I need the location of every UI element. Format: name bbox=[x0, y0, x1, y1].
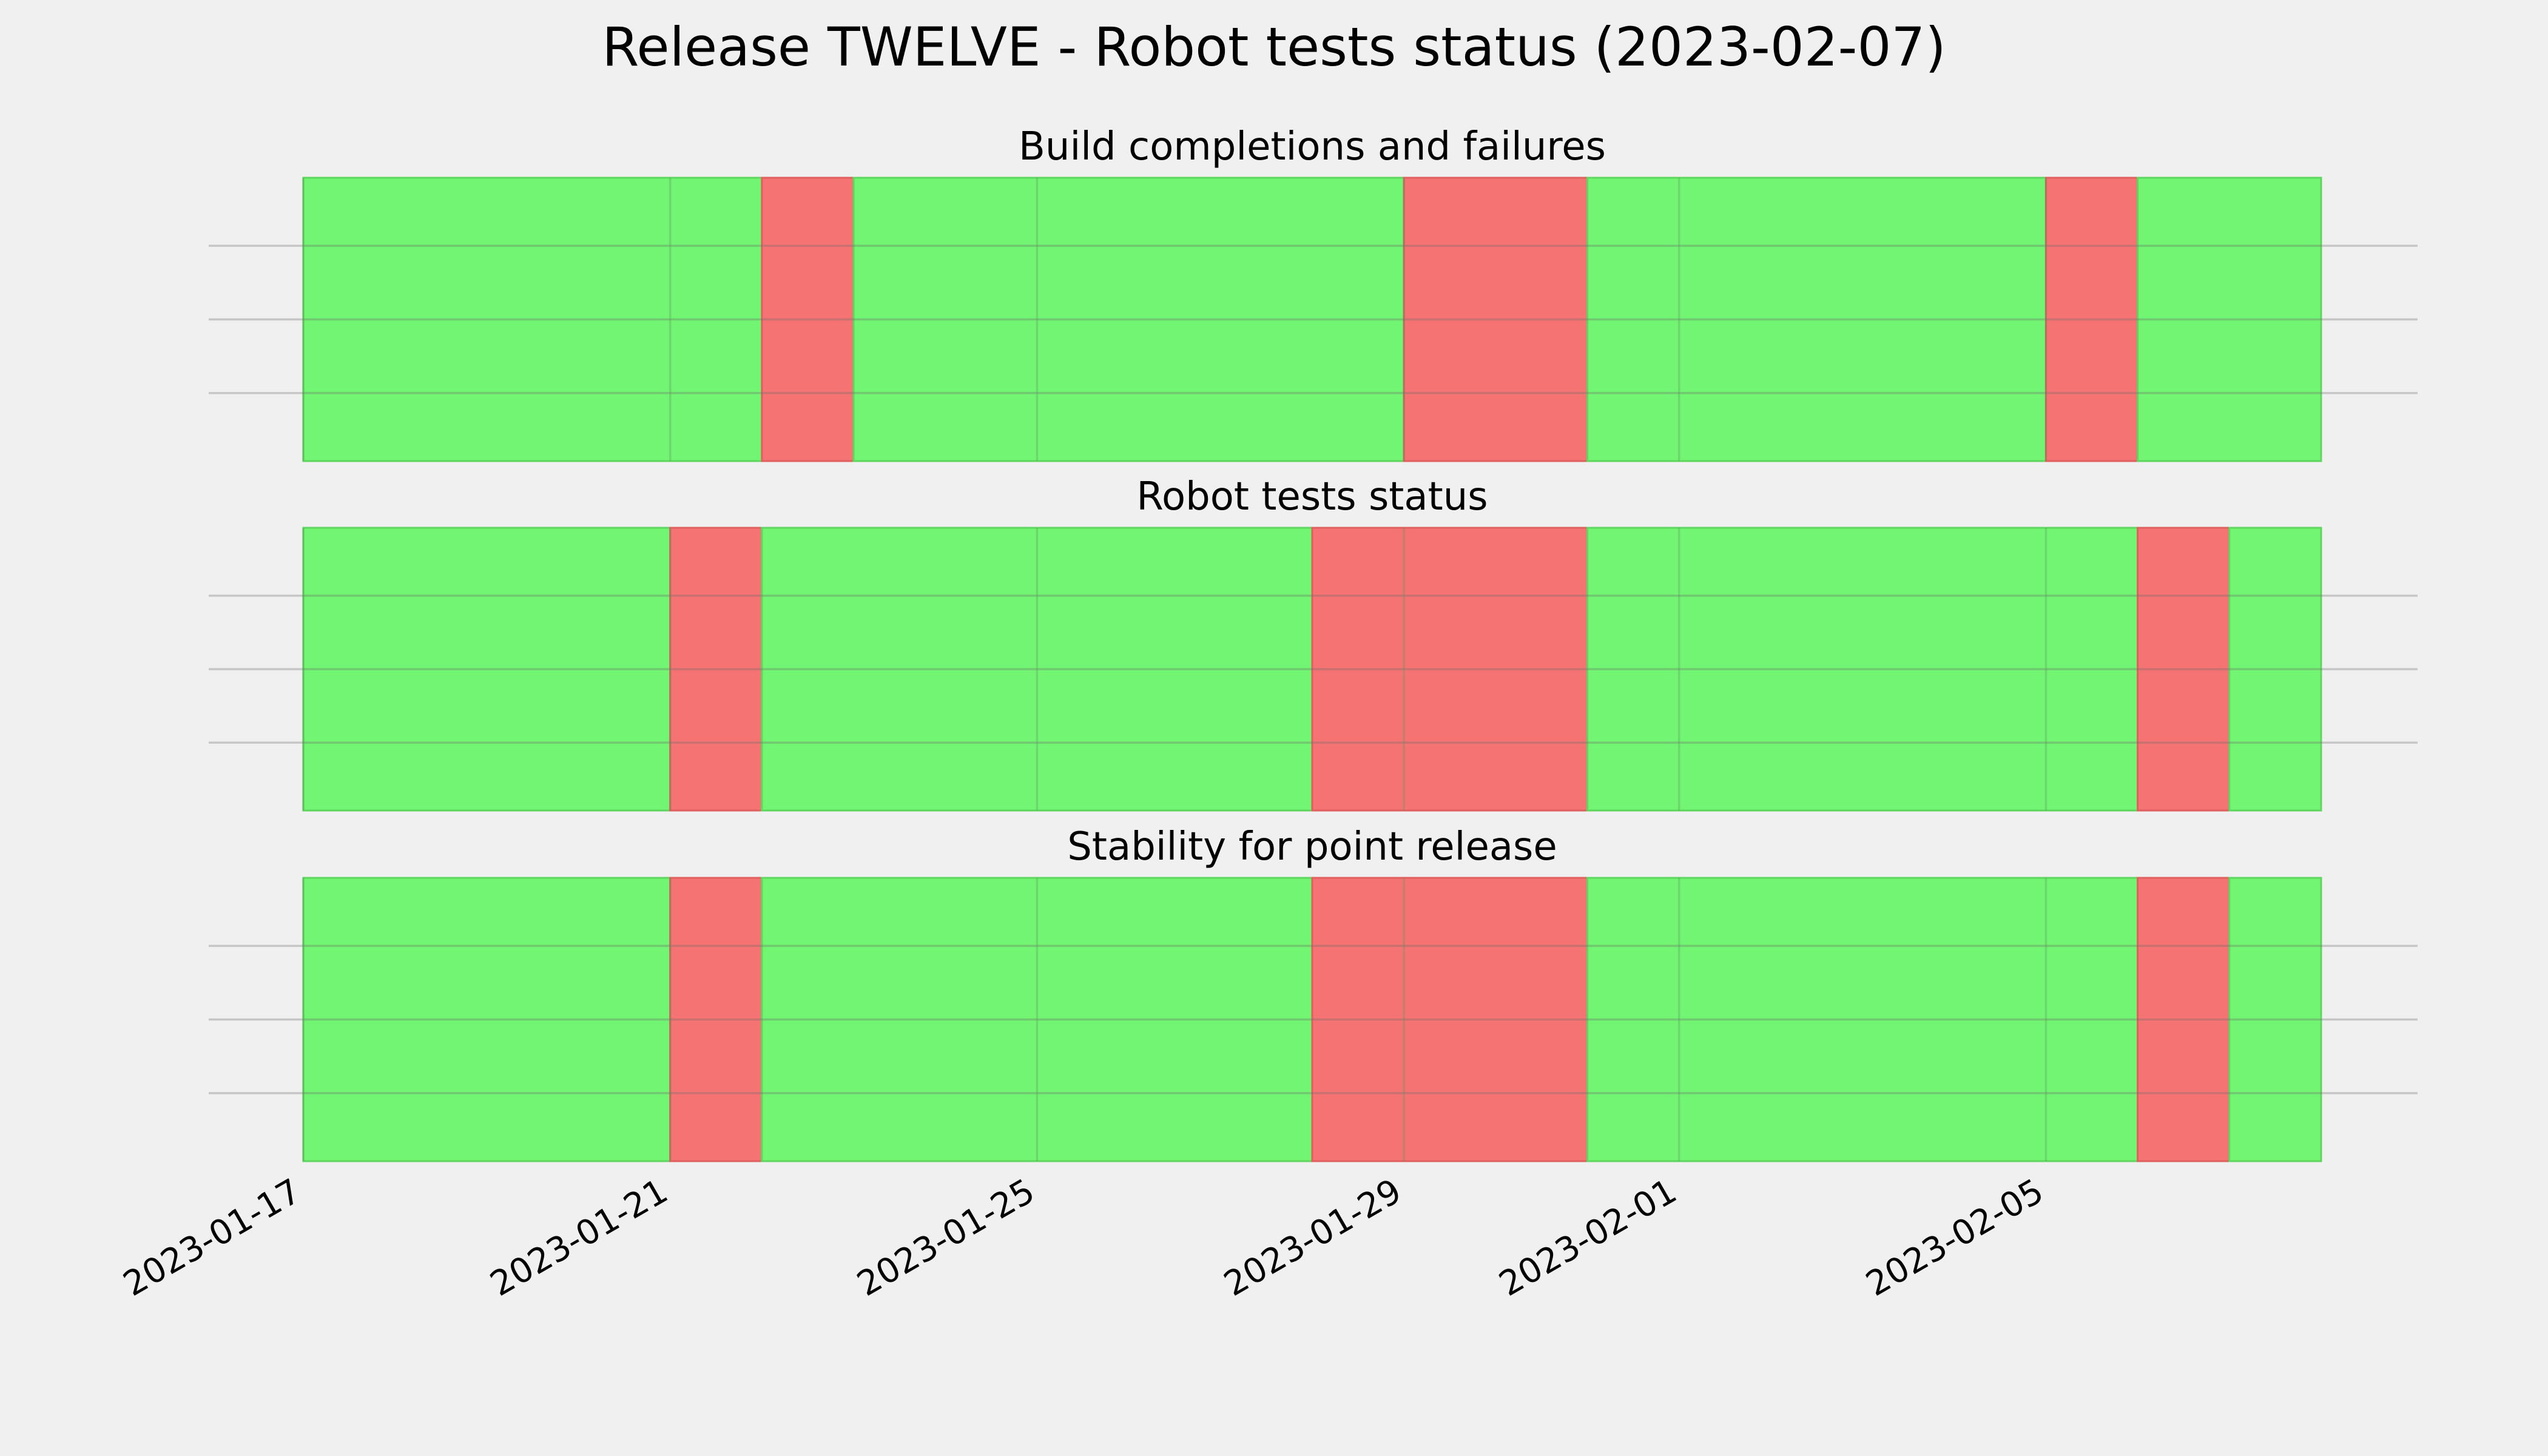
pass-segment bbox=[302, 177, 763, 462]
panel-title: Stability for point release bbox=[1067, 824, 1557, 869]
pass-segment bbox=[302, 527, 672, 812]
fail-segment bbox=[761, 177, 855, 462]
panel-title: Build completions and failures bbox=[1019, 124, 1606, 169]
x-tick-label: 2023-01-29 bbox=[1218, 1171, 1408, 1304]
fail-segment bbox=[2137, 877, 2231, 1162]
panel-title: Robot tests status bbox=[1136, 474, 1488, 519]
fail-segment bbox=[669, 527, 763, 812]
x-tick-label: 2023-01-17 bbox=[117, 1171, 308, 1304]
chart-panels: Build completions and failures Robot test… bbox=[117, 124, 2418, 1304]
panel-3: Stability for point release bbox=[209, 824, 2418, 1162]
pass-segment bbox=[2137, 177, 2322, 462]
fail-segment bbox=[669, 877, 763, 1162]
fail-segment bbox=[2137, 527, 2231, 812]
fail-segment bbox=[2044, 177, 2139, 462]
panel-1: Build completions and failures bbox=[209, 124, 2418, 462]
pass-segment bbox=[302, 877, 672, 1162]
panel-2: Robot tests status bbox=[209, 474, 2418, 812]
pass-segment bbox=[761, 527, 1313, 812]
fail-segment bbox=[1311, 877, 1589, 1162]
x-tick-label: 2023-01-21 bbox=[484, 1171, 674, 1304]
x-tick-label: 2023-02-05 bbox=[1859, 1171, 2050, 1304]
fail-segment bbox=[1403, 177, 1589, 462]
pass-segment bbox=[761, 877, 1313, 1162]
figure-title: Release TWELVE - Robot tests status (202… bbox=[602, 16, 1946, 78]
pass-segment bbox=[2228, 527, 2322, 812]
x-tick-label: 2023-02-01 bbox=[1492, 1171, 1683, 1304]
fail-segment bbox=[1311, 527, 1589, 812]
x-tick-label: 2023-01-25 bbox=[851, 1171, 1041, 1304]
pass-segment bbox=[1586, 177, 2047, 462]
pass-segment bbox=[1586, 877, 2139, 1162]
pass-segment bbox=[852, 177, 1405, 462]
pass-segment bbox=[2228, 877, 2322, 1162]
